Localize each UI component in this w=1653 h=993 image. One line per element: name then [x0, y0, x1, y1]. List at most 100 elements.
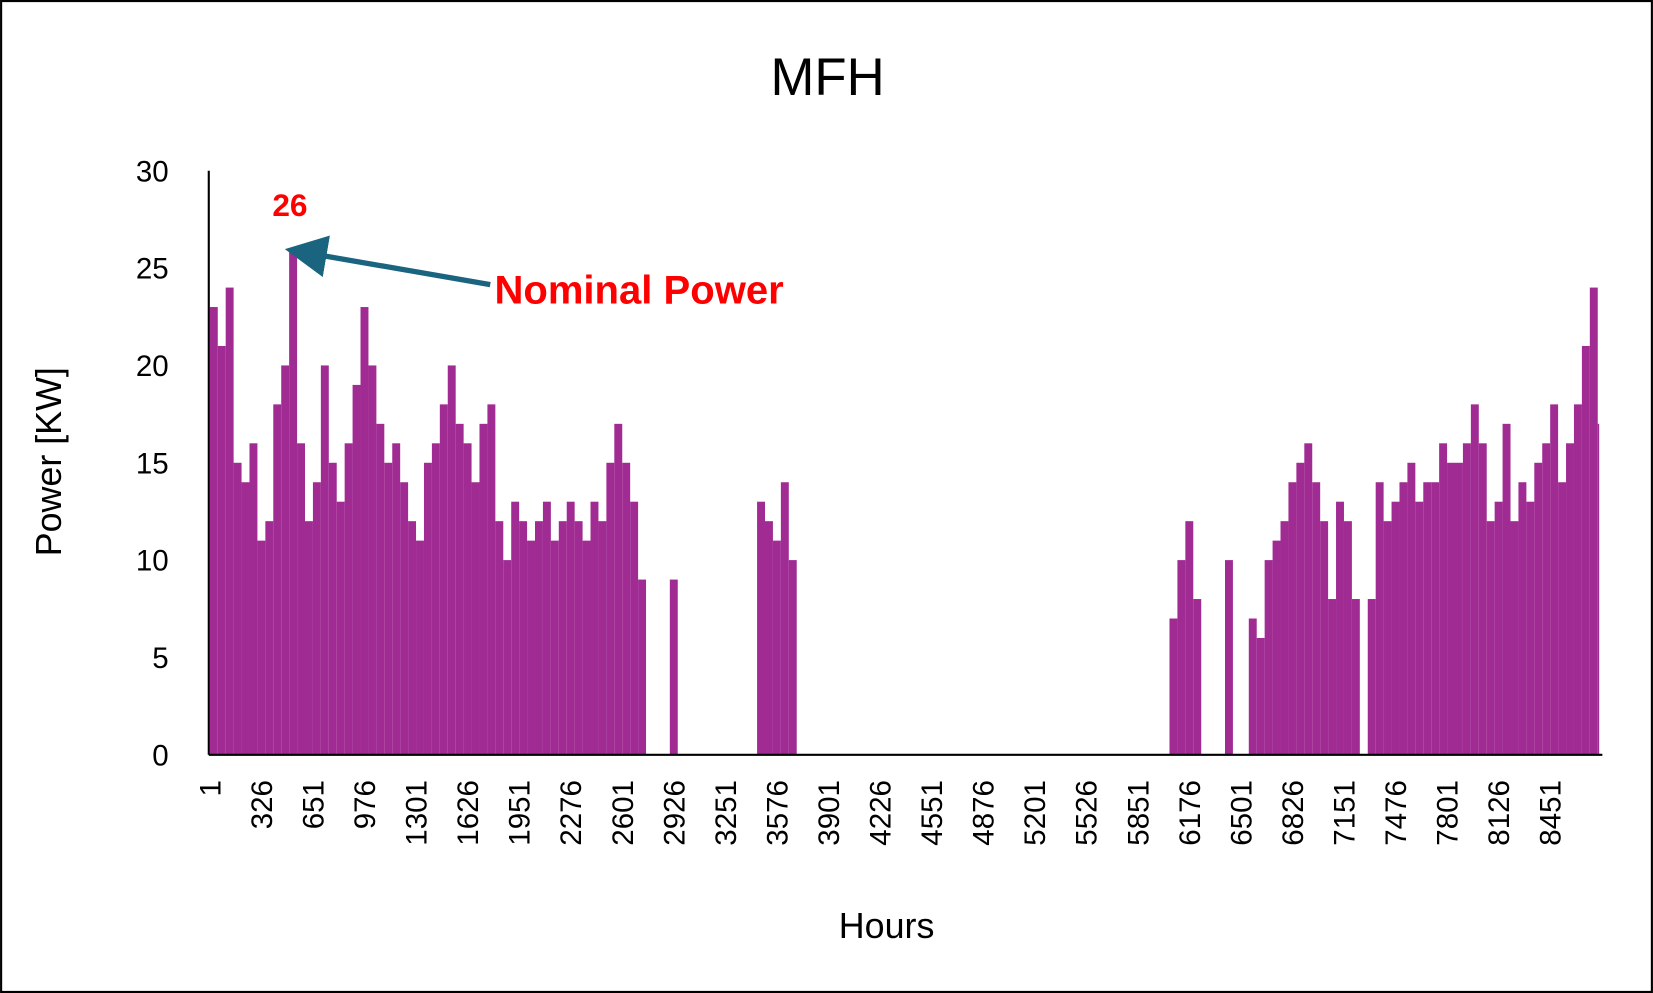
bar [1328, 599, 1337, 755]
bar [1383, 521, 1392, 755]
bar [511, 501, 520, 755]
bar [1462, 443, 1471, 755]
bar [233, 462, 242, 755]
bar [614, 423, 623, 755]
bar [1581, 345, 1590, 755]
x-tick-label: 8451 [1535, 780, 1568, 846]
bar [495, 521, 504, 755]
bar [519, 521, 528, 755]
y-axis-label: Power [KW] [29, 367, 69, 556]
bar [1288, 482, 1297, 755]
bar [241, 482, 250, 755]
bar [527, 540, 535, 755]
bar [344, 443, 353, 755]
bar [1502, 423, 1511, 755]
bar [384, 462, 393, 755]
bar [455, 423, 464, 755]
x-tick-label: 4551 [916, 780, 949, 846]
bar [1304, 443, 1313, 755]
y-tick-label: 0 [152, 739, 168, 772]
bar [535, 521, 543, 755]
bar [1597, 423, 1600, 755]
bar [423, 462, 432, 755]
bar [1367, 599, 1376, 755]
bar [1177, 560, 1186, 755]
bar [1343, 521, 1352, 755]
bar [1169, 618, 1178, 755]
bar [1351, 599, 1360, 755]
bar [1391, 501, 1400, 755]
x-tick-label: 326 [246, 780, 279, 829]
x-tick-label: 5201 [1019, 780, 1052, 846]
bar [764, 521, 773, 755]
bar [487, 404, 496, 755]
bar [1494, 501, 1503, 755]
x-tick-label: 6826 [1277, 780, 1310, 846]
bar [1478, 443, 1487, 755]
y-tick-label: 25 [136, 253, 169, 286]
bar [757, 501, 765, 755]
bar [542, 501, 551, 755]
bar [463, 443, 472, 755]
bar [558, 521, 567, 755]
peak-label: 26 [272, 187, 307, 223]
bar [1454, 462, 1463, 755]
bar [622, 462, 631, 755]
bar [1573, 404, 1582, 755]
bar [1399, 482, 1408, 755]
bar [550, 540, 559, 755]
x-tick-label: 651 [297, 780, 330, 829]
bar [1248, 618, 1257, 755]
bar [638, 579, 647, 755]
bar [1296, 462, 1305, 755]
bar [1447, 462, 1455, 755]
y-tick-label: 30 [136, 155, 169, 188]
bar [289, 248, 298, 755]
bar [1566, 443, 1574, 755]
x-tick-label: 1951 [504, 780, 537, 846]
x-tick-label: 976 [349, 780, 382, 829]
bar [408, 521, 417, 755]
bar [1470, 404, 1479, 755]
bar [1415, 501, 1424, 755]
bar [431, 443, 440, 755]
bar [1312, 482, 1321, 755]
bar [1550, 404, 1559, 755]
bar [1375, 482, 1384, 755]
bar [598, 521, 607, 755]
y-tick-label: 20 [136, 350, 169, 383]
bar [1534, 462, 1543, 755]
x-tick-label: 4876 [968, 780, 1001, 846]
x-tick-label: 7801 [1432, 780, 1465, 846]
bar [1193, 599, 1202, 755]
bar [590, 501, 599, 755]
bar [788, 560, 797, 755]
bar [352, 384, 361, 755]
bar [574, 521, 583, 755]
bar [503, 560, 512, 755]
bar [1272, 540, 1281, 755]
annotation-arrow [284, 235, 491, 288]
bar [416, 540, 424, 755]
bar [1589, 287, 1598, 755]
x-tick-label: 3576 [761, 780, 794, 846]
bar [1486, 521, 1495, 755]
bars [209, 248, 1600, 755]
bar [772, 540, 781, 755]
bar [225, 287, 234, 755]
bar [1439, 443, 1448, 755]
bar [297, 443, 306, 755]
x-tick-label: 1301 [401, 780, 434, 846]
bar [1558, 482, 1567, 755]
bar [1336, 501, 1344, 755]
bar [1510, 521, 1519, 755]
y-tick-label: 5 [152, 642, 168, 675]
bar [439, 404, 448, 755]
x-tick-label: 8126 [1483, 780, 1516, 846]
x-tick-label: 7476 [1380, 780, 1413, 846]
bar [1518, 482, 1527, 755]
x-tick-label: 6501 [1225, 780, 1258, 846]
bar [360, 307, 369, 755]
